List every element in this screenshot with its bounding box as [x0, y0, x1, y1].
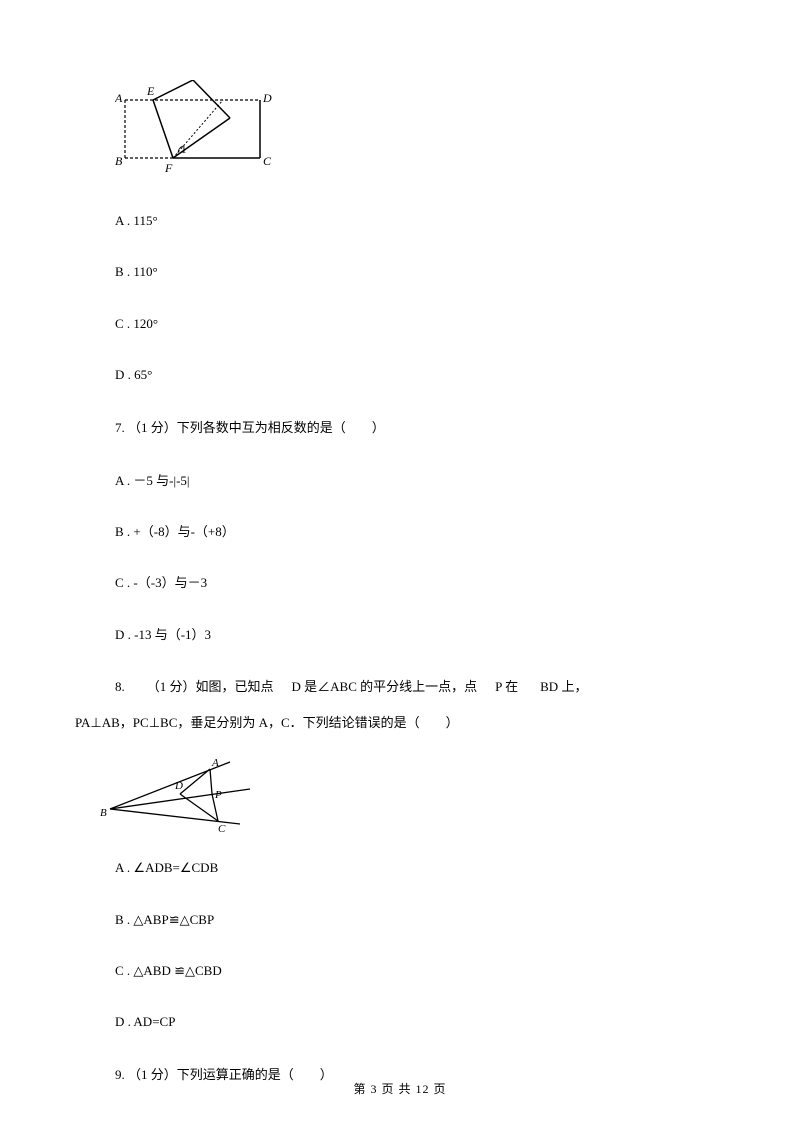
- figure-rectangle-fold: A E D B F C 1: [115, 80, 705, 184]
- q8-part2: D 是∠ABC 的平分线上一点，点: [292, 679, 478, 694]
- label-A2: A: [211, 757, 219, 769]
- q6-option-c: C . 120°: [115, 312, 705, 335]
- label-B2: B: [100, 807, 107, 819]
- q8-option-c: C . △ABD ≌△CBD: [115, 959, 705, 982]
- label-C: C: [263, 154, 272, 168]
- label-A: A: [115, 91, 123, 105]
- q8-option-a: A . ∠ADB=∠CDB: [115, 856, 705, 879]
- q6-option-d: D . 65°: [115, 363, 705, 386]
- q7-option-c: C . -（-3）与－3: [115, 571, 705, 594]
- label-B: B: [115, 154, 123, 168]
- q8-part3: P 在: [495, 679, 518, 694]
- q8-prefix: 8.: [115, 679, 125, 694]
- label-P2: P: [214, 789, 222, 801]
- q8-option-d: D . AD=CP: [115, 1010, 705, 1033]
- q7-option-a: A . －5 与-|-5|: [115, 469, 705, 492]
- q8-part1: （1 分）如图，已知点: [147, 679, 274, 694]
- q7-option-b: B . +（-8）与-（+8）: [115, 520, 705, 543]
- figure-angle-bisector: A B C D P: [100, 754, 705, 838]
- q7-option-d: D . -13 与（-1）3: [115, 623, 705, 646]
- q8-option-b: B . △ABP≌△CBP: [115, 908, 705, 931]
- q6-option-a: A . 115°: [115, 209, 705, 232]
- page-footer: 第 3 页 共 12 页: [0, 1080, 800, 1097]
- q6-option-b: B . 110°: [115, 260, 705, 283]
- label-D2: D: [174, 780, 183, 792]
- q8-part4: BD 上，: [540, 679, 587, 694]
- q7-text: 7. （1 分）下列各数中互为相反数的是（ ）: [115, 415, 705, 441]
- label-D: D: [262, 91, 272, 105]
- label-angle1: 1: [181, 144, 187, 156]
- label-F: F: [164, 161, 173, 175]
- label-E: E: [146, 84, 155, 98]
- label-C2: C: [218, 823, 226, 834]
- q8-text-line2: PA⊥AB，PC⊥BC，垂足分别为 A，C．下列结论错误的是（ ）: [75, 710, 705, 736]
- q8-text-line1: 8. （1 分）如图，已知点 D 是∠ABC 的平分线上一点，点 P 在 BD 上，: [115, 674, 705, 700]
